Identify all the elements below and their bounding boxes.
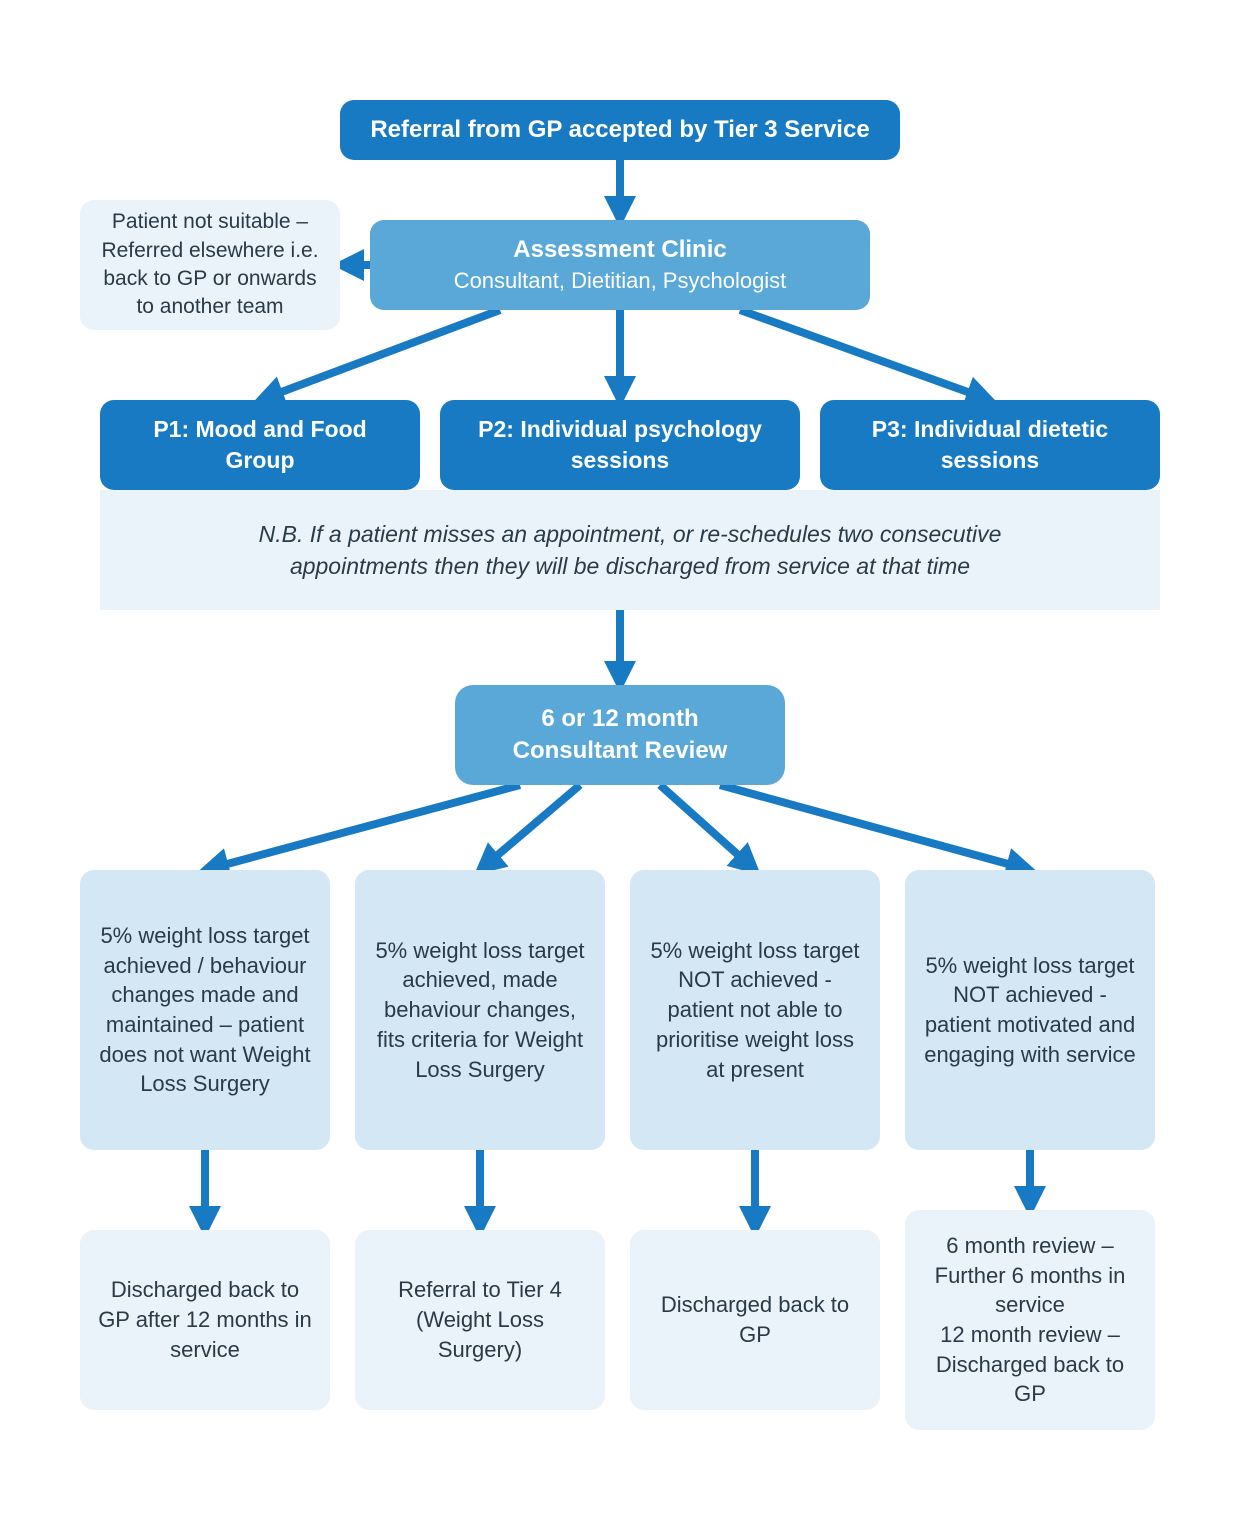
- node-p1-text: P1: Mood and Food Group: [118, 414, 402, 476]
- node-not-suitable: Patient not suitable – Referred elsewher…: [80, 200, 340, 330]
- node-review: 6 or 12 month Consultant Review: [455, 685, 785, 785]
- node-result-1-text: Discharged back to GP after 12 months in…: [98, 1275, 312, 1364]
- node-outcome-2: 5% weight loss target achieved, made beh…: [355, 870, 605, 1150]
- node-assessment: Assessment Clinic Consultant, Dietitian,…: [370, 220, 870, 310]
- node-referral-text: Referral from GP accepted by Tier 3 Serv…: [370, 114, 869, 146]
- node-referral: Referral from GP accepted by Tier 3 Serv…: [340, 100, 900, 160]
- node-not-suitable-text: Patient not suitable – Referred elsewher…: [98, 208, 322, 321]
- edge-review-o1: [205, 785, 520, 870]
- node-assessment-subtitle: Consultant, Dietitian, Psychologist: [454, 266, 787, 296]
- node-result-3: Discharged back to GP: [630, 1230, 880, 1410]
- node-result-1: Discharged back to GP after 12 months in…: [80, 1230, 330, 1410]
- edge-review-o4: [720, 785, 1030, 870]
- node-result-4-text: 6 month review – Further 6 months in ser…: [923, 1231, 1137, 1409]
- node-outcome-1-text: 5% weight loss target achieved / behavio…: [98, 921, 312, 1099]
- node-outcome-4-text: 5% weight loss target NOT achieved - pat…: [923, 951, 1137, 1070]
- node-outcome-1: 5% weight loss target achieved / behavio…: [80, 870, 330, 1150]
- flowchart-canvas: Referral from GP accepted by Tier 3 Serv…: [0, 0, 1240, 1535]
- node-p2-text: P2: Individual psychology sessions: [458, 414, 782, 476]
- node-outcome-4: 5% weight loss target NOT achieved - pat…: [905, 870, 1155, 1150]
- edge-review-o3: [660, 785, 755, 870]
- node-assessment-title: Assessment Clinic: [513, 234, 726, 266]
- edge-review-o2: [480, 785, 580, 870]
- node-outcome-2-text: 5% weight loss target achieved, made beh…: [373, 936, 587, 1084]
- node-result-2-text: Referral to Tier 4 (Weight Loss Surgery): [373, 1275, 587, 1364]
- node-result-4: 6 month review – Further 6 months in ser…: [905, 1210, 1155, 1430]
- node-outcome-3-text: 5% weight loss target NOT achieved - pat…: [648, 936, 862, 1084]
- node-result-3-text: Discharged back to GP: [648, 1290, 862, 1349]
- note-text: N.B. If a patient misses an appointment,…: [190, 518, 1070, 582]
- node-p1: P1: Mood and Food Group: [100, 400, 420, 490]
- node-review-sub: Consultant Review: [513, 735, 728, 767]
- node-p3: P3: Individual dietetic sessions: [820, 400, 1160, 490]
- node-review-title: 6 or 12 month: [541, 703, 698, 735]
- node-outcome-3: 5% weight loss target NOT achieved - pat…: [630, 870, 880, 1150]
- node-p3-text: P3: Individual dietetic sessions: [838, 414, 1142, 476]
- node-result-2: Referral to Tier 4 (Weight Loss Surgery): [355, 1230, 605, 1410]
- edge-assessment-p3: [740, 310, 990, 400]
- note-band: N.B. If a patient misses an appointment,…: [100, 490, 1160, 610]
- node-p2: P2: Individual psychology sessions: [440, 400, 800, 490]
